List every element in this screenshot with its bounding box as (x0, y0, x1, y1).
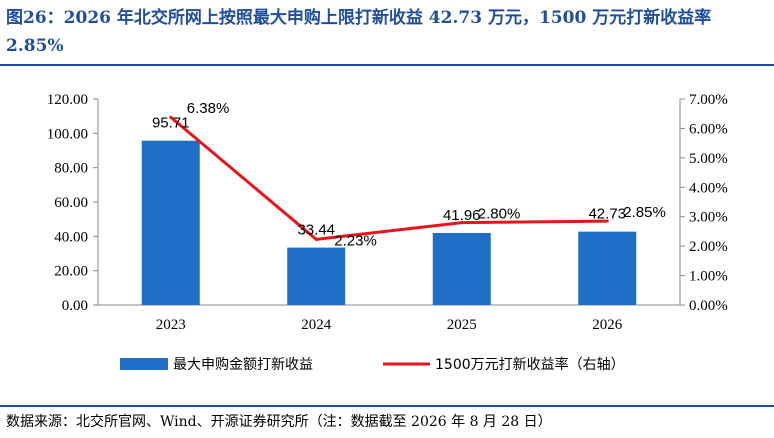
line-point (314, 237, 318, 241)
left-tick-label: 20.00 (54, 264, 88, 280)
line-point (605, 219, 609, 223)
right-tick-label: 2.00% (689, 239, 728, 255)
legend-bar-label: 最大申购金额打新收益 (173, 356, 313, 373)
right-tick-label: 4.00% (689, 180, 728, 196)
line-series (169, 115, 609, 241)
left-axis-ticks: 0.00 20.00 40.00 60.00 80.00 100.00 120.00 (47, 92, 98, 314)
title-divider (0, 64, 774, 66)
right-tick-label: 3.00% (689, 210, 728, 226)
bar-value-label: 41.96 (443, 207, 481, 224)
right-tick-label: 1.00% (689, 269, 728, 285)
right-tick-label: 7.00% (689, 92, 728, 108)
line-point (169, 115, 173, 119)
right-axis-ticks: 0.00% 1.00% 2.00% 3.00% 4.00% 5.00% 6.00% 7.00% (680, 92, 728, 314)
line-value-label: 2.23% (334, 232, 377, 249)
combo-chart: 0.00 20.00 40.00 60.00 80.00 100.00 120.00 0.0… (47, 92, 728, 373)
x-tick-label: 2024 (301, 317, 332, 333)
bar (141, 140, 200, 305)
right-tick-label: 0.00% (689, 298, 728, 314)
bar-value-label: 95.71 (152, 115, 190, 132)
left-tick-label: 40.00 (54, 229, 88, 245)
left-tick-label: 0.00 (62, 298, 88, 314)
right-tick-label: 5.00% (689, 151, 728, 167)
x-tick-label: 2023 (156, 317, 186, 333)
bar-value-label: 42.73 (588, 206, 626, 223)
line-value-label: 2.85% (623, 204, 666, 221)
x-tick-label: 2025 (447, 317, 477, 333)
line-value-label: 6.38% (187, 100, 230, 117)
figure-title: 图26：2026 年北交所网上按照最大申购上限打新收益 42.73 万元，150… (6, 8, 712, 56)
bar (578, 231, 637, 305)
left-tick-label: 80.00 (54, 161, 88, 177)
line-point (460, 221, 464, 225)
x-tick-label: 2026 (592, 317, 623, 333)
left-tick-label: 120.00 (47, 92, 88, 108)
line-value-label: 2.80% (478, 206, 521, 223)
legend: 最大申购金额打新收益 1500万元打新收益率（右轴） (120, 356, 625, 373)
legend-line-label: 1500万元打新收益率（右轴） (435, 356, 625, 373)
line-path (169, 116, 608, 241)
legend-bar-swatch (120, 358, 168, 370)
data-labels: 95.71 33.44 41.96 42.73 6.38% 2.23% 2.80% 2.85% (152, 100, 666, 249)
source-note: 数据来源：北交所官网、Wind、开源证券研究所（注：数据截至 2026 年 8 … (6, 414, 552, 430)
left-tick-label: 60.00 (54, 195, 88, 211)
bar (432, 232, 491, 305)
source-divider (0, 405, 774, 407)
right-tick-label: 6.00% (689, 121, 728, 137)
left-tick-label: 100.00 (47, 126, 88, 142)
bar (287, 247, 346, 305)
x-axis-ticks: 2023 2024 2025 2026 (156, 317, 623, 333)
bar-series (141, 140, 637, 305)
bar-value-label: 33.44 (297, 222, 335, 239)
